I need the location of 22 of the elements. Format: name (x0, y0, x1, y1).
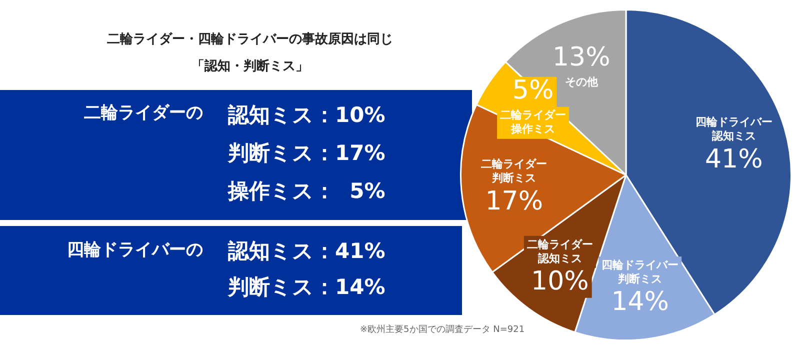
data-label: 14% (611, 287, 669, 318)
text: 二輪ライダーの (84, 102, 203, 124)
slice-label: 二輪ライダー認知ミス (526, 238, 593, 265)
data-label: 10% (531, 266, 589, 297)
data-label: 17% (485, 186, 544, 216)
text: ※欧州主要5か国での調査データ N=921 (360, 324, 525, 336)
data-label: 13% (552, 42, 610, 73)
text: 認知ミス：41% (228, 238, 386, 265)
slice-label: 二輪ライダー操作ミス (500, 108, 566, 136)
slice-label: 四輪ドライバー認知ミス (695, 116, 772, 143)
text: 「認知・判断ミス」 (190, 58, 310, 75)
text: 認知ミス：10% (228, 102, 386, 129)
text: 操作ミス： 5% (228, 178, 386, 205)
data-label: 5% (512, 76, 554, 106)
text: 判断ミス：14% (228, 274, 386, 301)
slice-label: その他 (564, 76, 599, 89)
text: 二輪ライダー・四輪ドライバーの事故原因は同じ (106, 31, 394, 48)
text: 四輪ドライバーの (67, 239, 203, 261)
text: 判断ミス：17% (228, 140, 386, 167)
slice-label: 四輪ドライバー判断ミス (602, 258, 679, 286)
data-label: 41% (705, 144, 763, 174)
slice-label: 二輪ライダー判断ミス (481, 157, 548, 184)
